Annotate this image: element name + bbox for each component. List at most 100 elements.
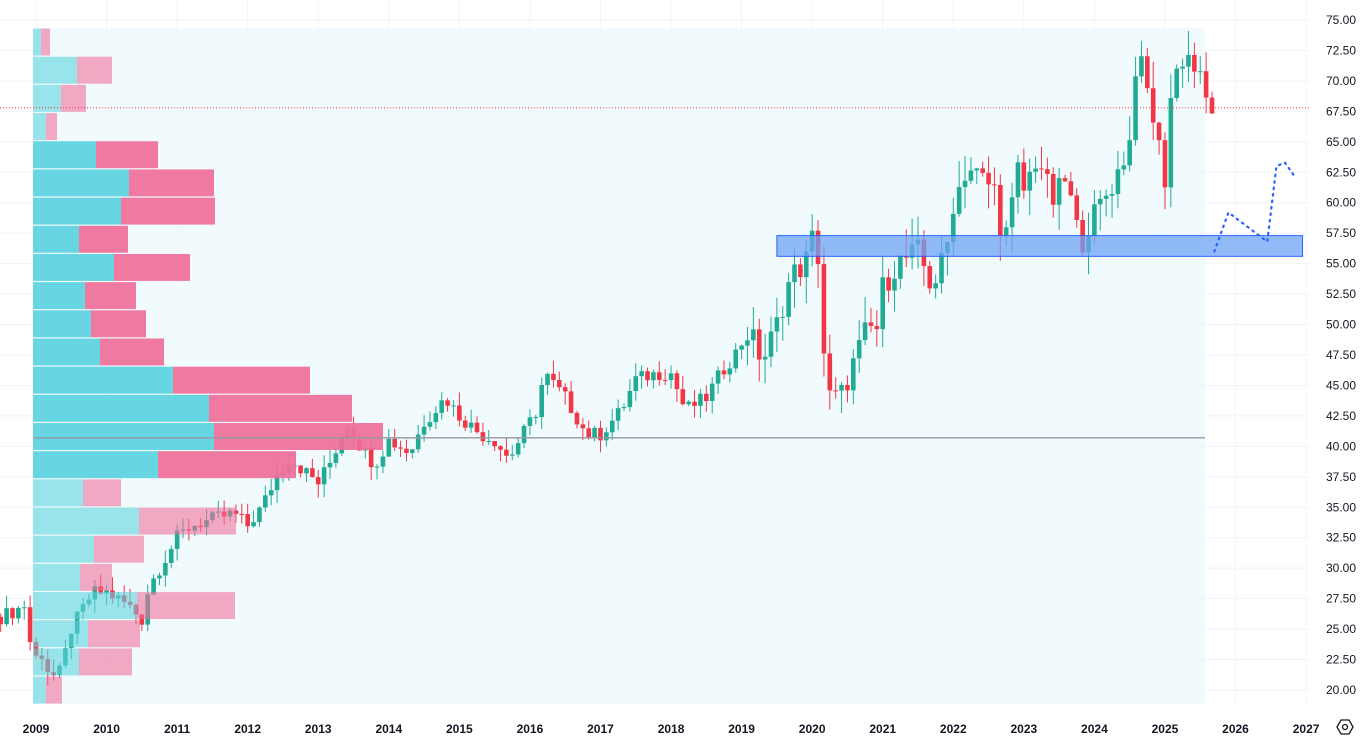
y-tick-label: 65.00 [1326, 135, 1356, 149]
candle-body [880, 277, 886, 330]
y-tick-label: 45.00 [1326, 378, 1356, 392]
candle-body [298, 465, 303, 474]
candle-body [968, 170, 974, 181]
candle-body [527, 417, 533, 426]
candle-body [480, 432, 486, 442]
candle-body [551, 373, 556, 380]
x-tick-label: 2009 [23, 722, 50, 736]
candle-body [927, 266, 933, 289]
candle-body [27, 607, 33, 642]
support-zone-rectangle[interactable] [776, 235, 1304, 257]
volume-profile-up-bar [33, 338, 100, 366]
volume-profile-down-bar [79, 225, 128, 253]
candle-body [1027, 171, 1033, 191]
candle-body [768, 331, 774, 357]
price-axis[interactable]: 75.00 72.50 70.00 67.50 65.00 62.50 60.00 57.50… [1326, 13, 1356, 697]
volume-profile-down-bar [121, 197, 215, 225]
y-tick-label: 55.00 [1326, 257, 1356, 271]
y-tick-label: 70.00 [1326, 74, 1356, 88]
x-tick-label: 2012 [234, 722, 261, 736]
candle-body [686, 401, 691, 405]
candle-body [998, 184, 1003, 236]
candle-body [721, 370, 727, 375]
y-tick-label: 75.00 [1326, 13, 1356, 27]
candle-body [833, 390, 838, 392]
candle-body [515, 443, 521, 455]
y-tick-label: 40.00 [1326, 439, 1356, 453]
candle-body [1186, 54, 1191, 67]
candle-body [1156, 122, 1162, 141]
candle-body [827, 353, 833, 391]
candle-body [856, 340, 862, 359]
candle-body [933, 283, 938, 289]
candle-body [439, 400, 445, 413]
candle-body [321, 467, 327, 485]
volume-profile[interactable] [33, 28, 383, 704]
candle-body [1009, 197, 1015, 228]
y-tick-label: 42.50 [1326, 409, 1356, 423]
candle-body [645, 371, 650, 381]
candle-body [727, 368, 733, 375]
x-tick-label: 2020 [799, 722, 826, 736]
y-tick-label: 47.50 [1326, 348, 1356, 362]
volume-profile-down-bar [129, 169, 214, 197]
candle-body [157, 575, 162, 579]
volume-profile-down-bar [139, 507, 236, 535]
candle-body [1168, 98, 1174, 188]
volume-profile-up-bar [33, 648, 79, 676]
candle-body [733, 349, 739, 369]
candle-body [992, 184, 997, 186]
candle-body [557, 379, 562, 388]
candle-body [1056, 178, 1062, 205]
candle-body [803, 251, 809, 278]
volume-profile-up-bar [33, 592, 137, 620]
candle-body [898, 256, 903, 279]
candle-body [962, 180, 968, 188]
volume-profile-down-bar [88, 620, 140, 648]
volume-profile-up-bar [33, 84, 61, 112]
time-axis[interactable]: 2009 2010 2011 2012 2013 2014 2015 2016 2017 2018… [23, 722, 1320, 736]
volume-profile-up-bar [33, 676, 46, 704]
candle-body [245, 514, 250, 527]
candle-body [1121, 165, 1127, 170]
candle-body [457, 405, 462, 421]
candle-body [1015, 162, 1021, 198]
candle-body [1174, 68, 1180, 99]
volume-profile-up-bar [33, 113, 46, 141]
volume-profile-up-bar [33, 253, 114, 281]
volume-profile-down-bar [173, 366, 310, 394]
candle-body [627, 390, 633, 408]
volume-profile-down-bar [158, 451, 296, 479]
candle-body [580, 424, 586, 429]
volume-profile-down-bar [85, 282, 136, 310]
x-tick-label: 2026 [1222, 722, 1249, 736]
candle-body [315, 477, 321, 485]
projection-path[interactable] [1213, 161, 1295, 253]
x-tick-label: 2017 [587, 722, 614, 736]
candle-body [1050, 174, 1056, 205]
candles [0, 31, 1215, 686]
x-tick-label: 2022 [940, 722, 967, 736]
candle-body [774, 317, 780, 332]
candle-body [427, 422, 433, 427]
volume-profile-down-bar [77, 56, 112, 84]
candle-body [421, 426, 427, 435]
candle-body [4, 608, 9, 625]
x-tick-label: 2027 [1293, 722, 1320, 736]
candle-body [445, 400, 450, 406]
candle-body [798, 264, 803, 278]
volume-profile-up-bar [33, 28, 41, 56]
candle-body [263, 495, 268, 508]
volume-profile-up-bar [33, 282, 85, 310]
candle-body [1192, 54, 1197, 72]
candle-body [310, 468, 315, 478]
candle-body [792, 264, 797, 283]
candle-body [851, 358, 856, 391]
candle-body [950, 213, 956, 243]
candle-body [745, 340, 750, 346]
candle-body [1074, 195, 1080, 220]
settings-icon[interactable] [1336, 718, 1354, 736]
candle-body [692, 401, 697, 406]
volume-profile-down-bar [41, 28, 50, 56]
